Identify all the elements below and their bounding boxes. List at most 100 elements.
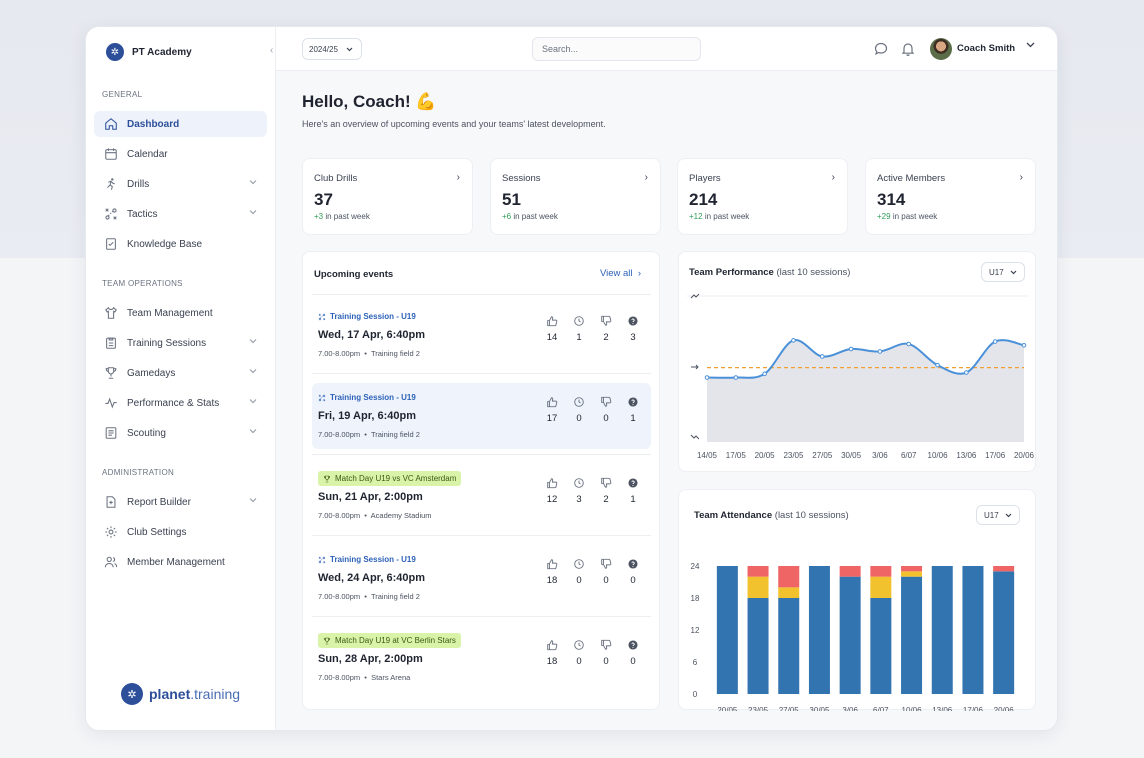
chevron-right-icon[interactable]: ›: [644, 172, 648, 183]
sidebar-item-drills[interactable]: Drills: [94, 171, 267, 197]
vote-thumbs-up[interactable]: 18: [543, 557, 561, 586]
vote-question[interactable]: 0: [624, 557, 642, 586]
stat-card-active-members[interactable]: Active Members › 314 +29 in past week: [865, 158, 1036, 235]
user-name[interactable]: Coach Smith: [957, 43, 1016, 54]
performance-point[interactable]: [733, 375, 739, 380]
vote-question[interactable]: 1: [624, 476, 642, 505]
attendance-bar-segment[interactable]: [870, 566, 892, 577]
attendance-team-select[interactable]: U17: [976, 505, 1020, 525]
sidebar-item-dashboard[interactable]: Dashboard: [94, 111, 267, 137]
attendance-bar-segment[interactable]: [870, 598, 892, 694]
event-item[interactable]: Match Day U19 at VC Berlin Stars Sun, 28 …: [312, 626, 651, 692]
attendance-bar-segment[interactable]: [962, 566, 984, 694]
attendance-bar-segment[interactable]: [778, 598, 800, 694]
performance-point[interactable]: [964, 370, 969, 375]
performance-point[interactable]: [935, 362, 940, 368]
attendance-bar-segment[interactable]: [993, 571, 1015, 694]
event-tag[interactable]: Training Session - U19: [318, 312, 416, 321]
stat-card-sessions[interactable]: Sessions › 51 +6 in past week: [490, 158, 661, 235]
vote-question[interactable]: 3: [624, 314, 642, 343]
vote-clock[interactable]: 0: [570, 638, 588, 667]
performance-point[interactable]: [848, 346, 854, 352]
vote-thumbs-up[interactable]: 18: [543, 638, 561, 667]
event-item[interactable]: Training Session - U19 Wed, 24 Apr, 6:40p…: [312, 545, 651, 611]
attendance-bar-segment[interactable]: [747, 576, 769, 598]
attendance-bar-segment[interactable]: [901, 576, 923, 694]
chevron-right-icon[interactable]: ›: [1019, 172, 1023, 183]
event-item[interactable]: Match Day U19 vs VC Amsterdam Sun, 21 Apr…: [312, 464, 651, 530]
event-tag[interactable]: Training Session - U19: [318, 393, 416, 402]
brand[interactable]: ✲ PT Academy: [106, 43, 192, 61]
stat-card-players[interactable]: Players › 214 +12 in past week: [677, 158, 848, 235]
vote-thumbs-down[interactable]: 2: [597, 314, 615, 343]
vote-question[interactable]: 1: [624, 395, 642, 424]
sidebar-item-team-management[interactable]: Team Management: [94, 300, 267, 326]
chevron-down-icon[interactable]: [249, 497, 257, 503]
chevron-right-icon[interactable]: ›: [831, 172, 835, 183]
event-tag[interactable]: Match Day U19 vs VC Amsterdam: [318, 471, 462, 486]
performance-point[interactable]: [992, 339, 998, 344]
attendance-bar-segment[interactable]: [716, 566, 738, 694]
performance-point[interactable]: [819, 354, 825, 359]
event-tag[interactable]: Match Day U19 at VC Berlin Stars: [318, 633, 461, 648]
vote-question[interactable]: 0: [624, 638, 642, 667]
sidebar-item-calendar[interactable]: Calendar: [94, 141, 267, 167]
vote-thumbs-up[interactable]: 17: [543, 395, 561, 424]
performance-point[interactable]: [906, 341, 912, 347]
search-input[interactable]: [532, 37, 701, 61]
sidebar-item-tactics[interactable]: Tactics: [94, 201, 267, 227]
vote-thumbs-down[interactable]: 0: [597, 395, 615, 424]
vote-thumbs-up[interactable]: 12: [543, 476, 561, 505]
performance-point[interactable]: [877, 349, 883, 354]
chevron-down-icon[interactable]: [249, 398, 257, 404]
attendance-bar-segment[interactable]: [993, 566, 1015, 572]
vote-thumbs-up[interactable]: 14: [543, 314, 561, 343]
sidebar-item-knowledge-base[interactable]: Knowledge Base: [94, 231, 267, 257]
vote-clock[interactable]: 1: [570, 314, 588, 343]
vote-clock[interactable]: 0: [570, 395, 588, 424]
event-item[interactable]: Training Session - U19 Fri, 19 Apr, 6:40p…: [312, 383, 651, 449]
vote-clock[interactable]: 3: [570, 476, 588, 505]
attendance-bar-segment[interactable]: [747, 598, 769, 694]
sidebar-item-club-settings[interactable]: Club Settings: [94, 519, 267, 545]
event-tag[interactable]: Training Session - U19: [318, 555, 416, 564]
sidebar-item-member-management[interactable]: Member Management: [94, 549, 267, 575]
attendance-bar-segment[interactable]: [778, 566, 800, 588]
chevron-down-icon[interactable]: [249, 209, 257, 215]
event-item[interactable]: Training Session - U19 Wed, 17 Apr, 6:40p…: [312, 302, 651, 368]
chevron-down-icon[interactable]: [249, 338, 257, 344]
performance-point[interactable]: [1021, 342, 1027, 348]
vote-thumbs-down[interactable]: 0: [597, 638, 615, 667]
vote-clock[interactable]: 0: [570, 557, 588, 586]
chevron-down-icon[interactable]: [249, 428, 257, 434]
performance-point[interactable]: [791, 338, 796, 343]
bell-icon[interactable]: [900, 41, 916, 57]
attendance-bar-segment[interactable]: [931, 566, 953, 694]
vote-thumbs-down[interactable]: 2: [597, 476, 615, 505]
attendance-bar-segment[interactable]: [808, 566, 830, 694]
view-all-link[interactable]: View all ›: [599, 268, 641, 279]
chat-icon[interactable]: [873, 41, 889, 57]
stat-card-club-drills[interactable]: Club Drills › 37 +3 in past week: [302, 158, 473, 235]
performance-point[interactable]: [762, 371, 767, 377]
attendance-bar-segment[interactable]: [778, 587, 800, 598]
user-menu-chevron-icon[interactable]: [1026, 42, 1035, 48]
vote-thumbs-down[interactable]: 0: [597, 557, 615, 586]
performance-team-select[interactable]: U17: [981, 262, 1025, 282]
attendance-bar-segment[interactable]: [839, 566, 861, 577]
collapse-sidebar-icon[interactable]: ‹: [270, 45, 274, 56]
attendance-bar-segment[interactable]: [870, 576, 892, 598]
sidebar-item-report-builder[interactable]: Report Builder: [94, 489, 267, 515]
sidebar-item-scouting[interactable]: Scouting: [94, 420, 267, 446]
performance-point[interactable]: [704, 375, 710, 380]
attendance-bar-segment[interactable]: [901, 566, 923, 572]
season-select[interactable]: 2024/25: [302, 38, 362, 60]
attendance-bar-segment[interactable]: [839, 576, 861, 694]
chevron-down-icon[interactable]: [249, 368, 257, 374]
chevron-right-icon[interactable]: ›: [456, 172, 460, 183]
chevron-down-icon[interactable]: [249, 179, 257, 185]
attendance-bar-segment[interactable]: [747, 566, 769, 577]
avatar[interactable]: [930, 38, 952, 60]
sidebar-item-gamedays[interactable]: Gamedays: [94, 360, 267, 386]
attendance-bar-segment[interactable]: [901, 571, 923, 577]
